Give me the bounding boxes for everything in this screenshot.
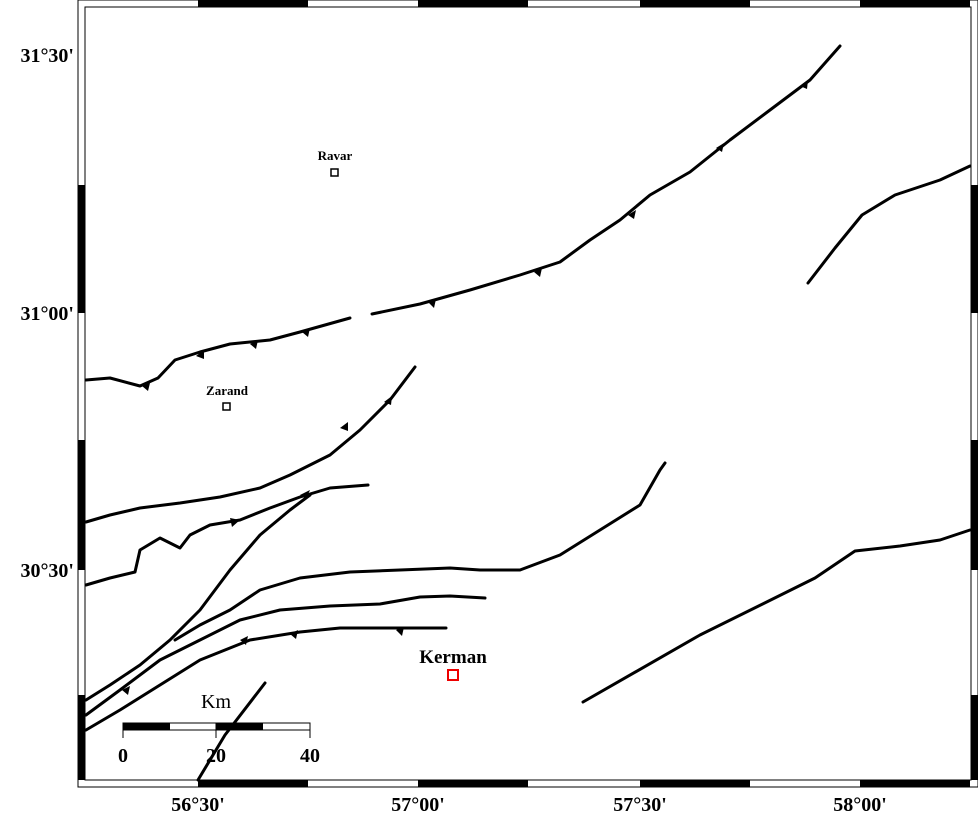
city-marker: [222, 402, 231, 411]
city-marker: [447, 669, 459, 681]
city-label: Kerman: [419, 647, 487, 668]
scale-bar: Km 0 20 40: [118, 691, 320, 767]
city-marker: [330, 168, 339, 177]
border-ticks: [78, 0, 978, 787]
thrust-teeth: [122, 80, 808, 695]
lon-label: 58°00': [833, 794, 887, 816]
scale-label: 40: [300, 745, 320, 767]
scale-unit: Km: [201, 691, 231, 713]
city-label: Zarand: [206, 383, 249, 398]
lon-label: 56°30': [171, 794, 225, 816]
lat-label: 31°30': [20, 45, 74, 67]
scale-label: 0: [118, 745, 128, 767]
city-label: Ravar: [318, 148, 353, 163]
lon-label: 57°00': [391, 794, 445, 816]
scale-label: 20: [206, 745, 226, 767]
faults: [84, 44, 972, 782]
map-frame: [77, 0, 978, 788]
lat-label: 31°00': [20, 303, 74, 325]
lat-label: 30°30': [20, 560, 74, 582]
lon-label: 57°30': [613, 794, 667, 816]
